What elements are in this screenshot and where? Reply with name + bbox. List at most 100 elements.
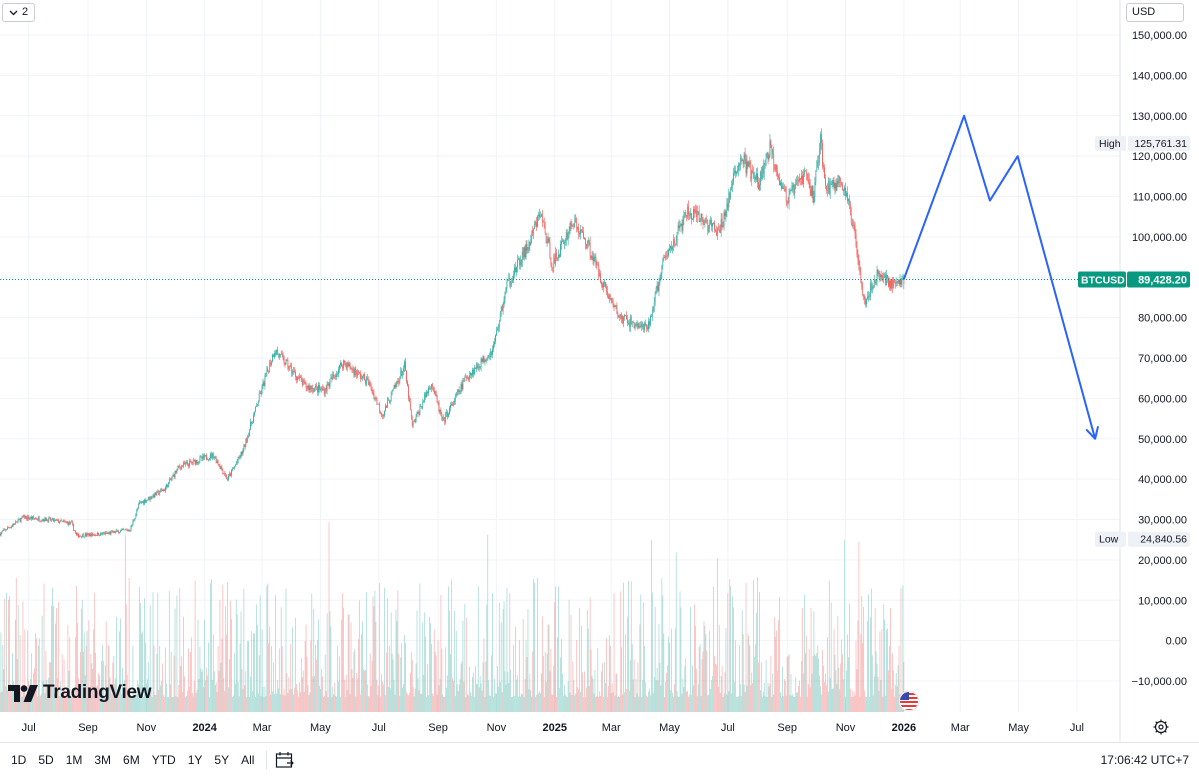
volume-bar <box>378 685 380 712</box>
volume-bar <box>348 615 350 712</box>
candle-body <box>73 524 74 531</box>
volume-bar <box>258 655 260 712</box>
volume-bar <box>117 696 118 712</box>
candle-body <box>851 222 853 226</box>
volume-bar <box>816 653 818 712</box>
candle-body <box>569 223 571 231</box>
candle-body <box>606 287 607 291</box>
volume-bar <box>511 696 513 712</box>
candle-body <box>334 375 336 377</box>
volume-bar <box>783 679 785 712</box>
volume-bar <box>46 679 48 712</box>
volume-bar <box>267 583 269 712</box>
range-3m[interactable]: 3M <box>94 752 112 767</box>
volume-bar <box>776 630 777 712</box>
range-1m[interactable]: 1M <box>65 752 83 767</box>
candle-body <box>90 533 92 537</box>
candle-body <box>356 373 358 376</box>
candle-body <box>802 175 803 184</box>
volume-bar <box>708 694 710 712</box>
volume-bar <box>355 696 357 712</box>
range-6m[interactable]: 6M <box>123 752 140 767</box>
candle-body <box>352 369 354 371</box>
candle-body <box>722 225 724 228</box>
volume-bar <box>804 653 806 712</box>
volume-bar <box>415 663 417 712</box>
volume-bar <box>748 636 750 712</box>
price-chart[interactable]: 150,000.00140,000.00130,000.00120,000.00… <box>0 0 1199 742</box>
volume-bar <box>56 608 57 712</box>
volume-bar <box>328 522 330 712</box>
candle-body <box>721 218 723 228</box>
candle-body <box>349 363 351 369</box>
volume-bar <box>658 623 660 712</box>
volume-bar <box>171 696 173 712</box>
candle-body <box>220 467 222 469</box>
volume-bar <box>232 696 233 712</box>
candle-body <box>662 259 664 267</box>
volume-bar <box>361 634 362 712</box>
range-1d[interactable]: 1D <box>11 752 27 767</box>
calendar-icon[interactable] <box>275 751 295 769</box>
range-1y[interactable]: 1Y <box>187 752 203 767</box>
volume-bar <box>602 663 603 712</box>
candle-body <box>79 535 80 538</box>
candle-body <box>49 518 51 519</box>
candle-body <box>48 518 50 522</box>
volume-bar <box>631 644 633 712</box>
candle-body <box>241 451 243 455</box>
candle-body <box>32 516 33 520</box>
currency-selector[interactable]: USD <box>1126 3 1184 22</box>
candle-body <box>314 387 316 392</box>
volume-bar <box>582 672 583 712</box>
y-tick-label: 20,000.00 <box>1138 555 1187 567</box>
candle-body <box>66 522 68 523</box>
candle-body <box>789 190 791 195</box>
volume-bar <box>173 655 175 712</box>
volume-bar <box>268 643 270 712</box>
candle-body <box>100 532 101 536</box>
volume-bar <box>238 696 240 712</box>
projection-arrowhead <box>1085 426 1099 440</box>
us-flag-icon[interactable] <box>898 690 920 712</box>
candle-body <box>588 240 590 243</box>
volume-bar <box>455 630 457 712</box>
volume-bar <box>829 677 831 712</box>
candle-body <box>512 279 514 283</box>
volume-bar <box>358 638 360 712</box>
volume-bar <box>898 646 900 712</box>
volume-bar <box>845 696 846 712</box>
volume-bar <box>60 693 62 712</box>
range-all[interactable]: All <box>241 752 255 767</box>
volume-bar <box>226 634 228 712</box>
candle-body <box>374 397 376 399</box>
candle-body <box>499 313 501 322</box>
x-tick-label: Nov <box>487 722 507 734</box>
utc-clock[interactable]: 17:06:42 UTC+7 <box>1100 752 1189 767</box>
candle-body <box>817 161 819 163</box>
candle-body <box>172 474 174 477</box>
candle-body <box>687 206 689 217</box>
volume-bar <box>671 628 672 712</box>
volume-bar <box>764 696 766 712</box>
volume-bar <box>650 695 651 712</box>
volume-bar <box>752 683 754 712</box>
volume-bar <box>634 697 636 712</box>
volume-bar <box>851 690 853 712</box>
tradingview-logo[interactable]: TradingView <box>8 682 152 704</box>
range-ytd[interactable]: YTD <box>151 752 176 767</box>
collapse-indicators-button[interactable]: 2 <box>2 3 36 22</box>
volume-bar <box>699 644 701 712</box>
high-badge-label: High <box>1099 138 1121 150</box>
candle-body <box>307 385 309 389</box>
volume-bar <box>588 685 590 712</box>
volume-bar <box>558 586 559 712</box>
candle-body <box>533 228 535 234</box>
candle-body <box>249 429 250 436</box>
candle-body <box>393 385 395 390</box>
range-5y[interactable]: 5Y <box>214 752 230 767</box>
gear-icon[interactable] <box>1153 719 1169 735</box>
volume-bar <box>184 676 185 712</box>
range-5d[interactable]: 5D <box>38 752 54 767</box>
volume-bar <box>606 696 608 712</box>
